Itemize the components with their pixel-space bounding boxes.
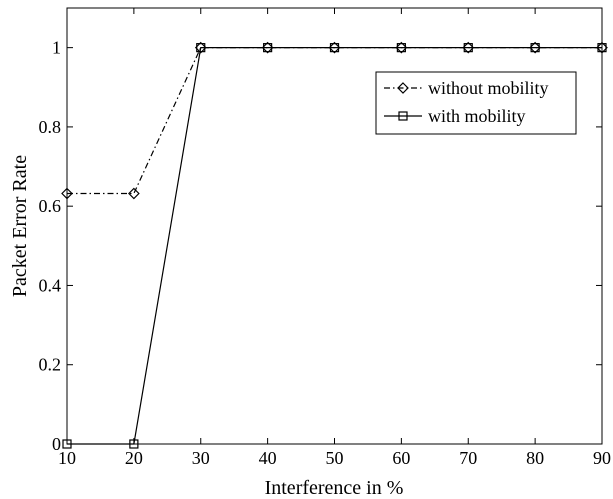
legend-item: without mobility	[384, 78, 549, 98]
y-tick-label: 0.4	[39, 275, 62, 295]
x-tick-label: 50	[326, 448, 344, 468]
data-point-diamond	[194, 41, 207, 54]
series-layer	[61, 41, 608, 449]
data-point-square	[129, 439, 139, 449]
legend-label: without mobility	[428, 78, 549, 98]
legend-box	[375, 71, 577, 135]
x-tick-label: 20	[125, 448, 143, 468]
data-point-square	[463, 43, 473, 53]
legend-marker	[398, 111, 408, 121]
data-point-diamond	[261, 41, 274, 54]
x-tick-label: 30	[192, 448, 210, 468]
x-tick-label: 80	[526, 448, 544, 468]
data-point-square	[263, 43, 273, 53]
x-tick-label: 60	[392, 448, 410, 468]
y-tick-label: 0.2	[39, 355, 62, 375]
x-axis-ticks: 10 20 30 40 50 60 70 80 90	[58, 8, 611, 468]
data-point-diamond	[128, 187, 140, 200]
data-point-square	[196, 43, 206, 53]
data-point-diamond	[328, 41, 341, 54]
x-tick-label: 10	[58, 448, 76, 468]
legend-label: with mobility	[428, 106, 526, 126]
y-tick-label: 0.8	[39, 117, 62, 137]
legend-item: with mobility	[384, 106, 526, 126]
data-point-square	[396, 43, 406, 53]
x-tick-label: 70	[459, 448, 477, 468]
x-tick-label: 40	[259, 448, 277, 468]
data-point-diamond	[596, 41, 608, 54]
x-tick-label: 90	[593, 448, 611, 468]
data-point-diamond	[529, 41, 541, 54]
y-tick-label: 1	[52, 38, 61, 58]
data-point-square	[597, 43, 607, 53]
x-axis-label: Interference in %	[265, 477, 404, 499]
y-axis-label: Packet Error Rate	[9, 155, 31, 297]
y-tick-label: 0.6	[39, 196, 62, 216]
legend-marker	[397, 82, 409, 94]
series-line	[67, 47, 602, 445]
data-point-square	[329, 43, 340, 53]
y-tick-label: 0	[52, 434, 61, 454]
data-point-diamond	[462, 41, 475, 54]
data-point-square	[62, 439, 72, 449]
data-point-square	[530, 43, 540, 53]
legend: without mobility with mobility	[375, 71, 577, 135]
data-point-diamond	[395, 41, 408, 54]
series-1	[62, 43, 607, 449]
data-point-diamond	[61, 187, 73, 200]
